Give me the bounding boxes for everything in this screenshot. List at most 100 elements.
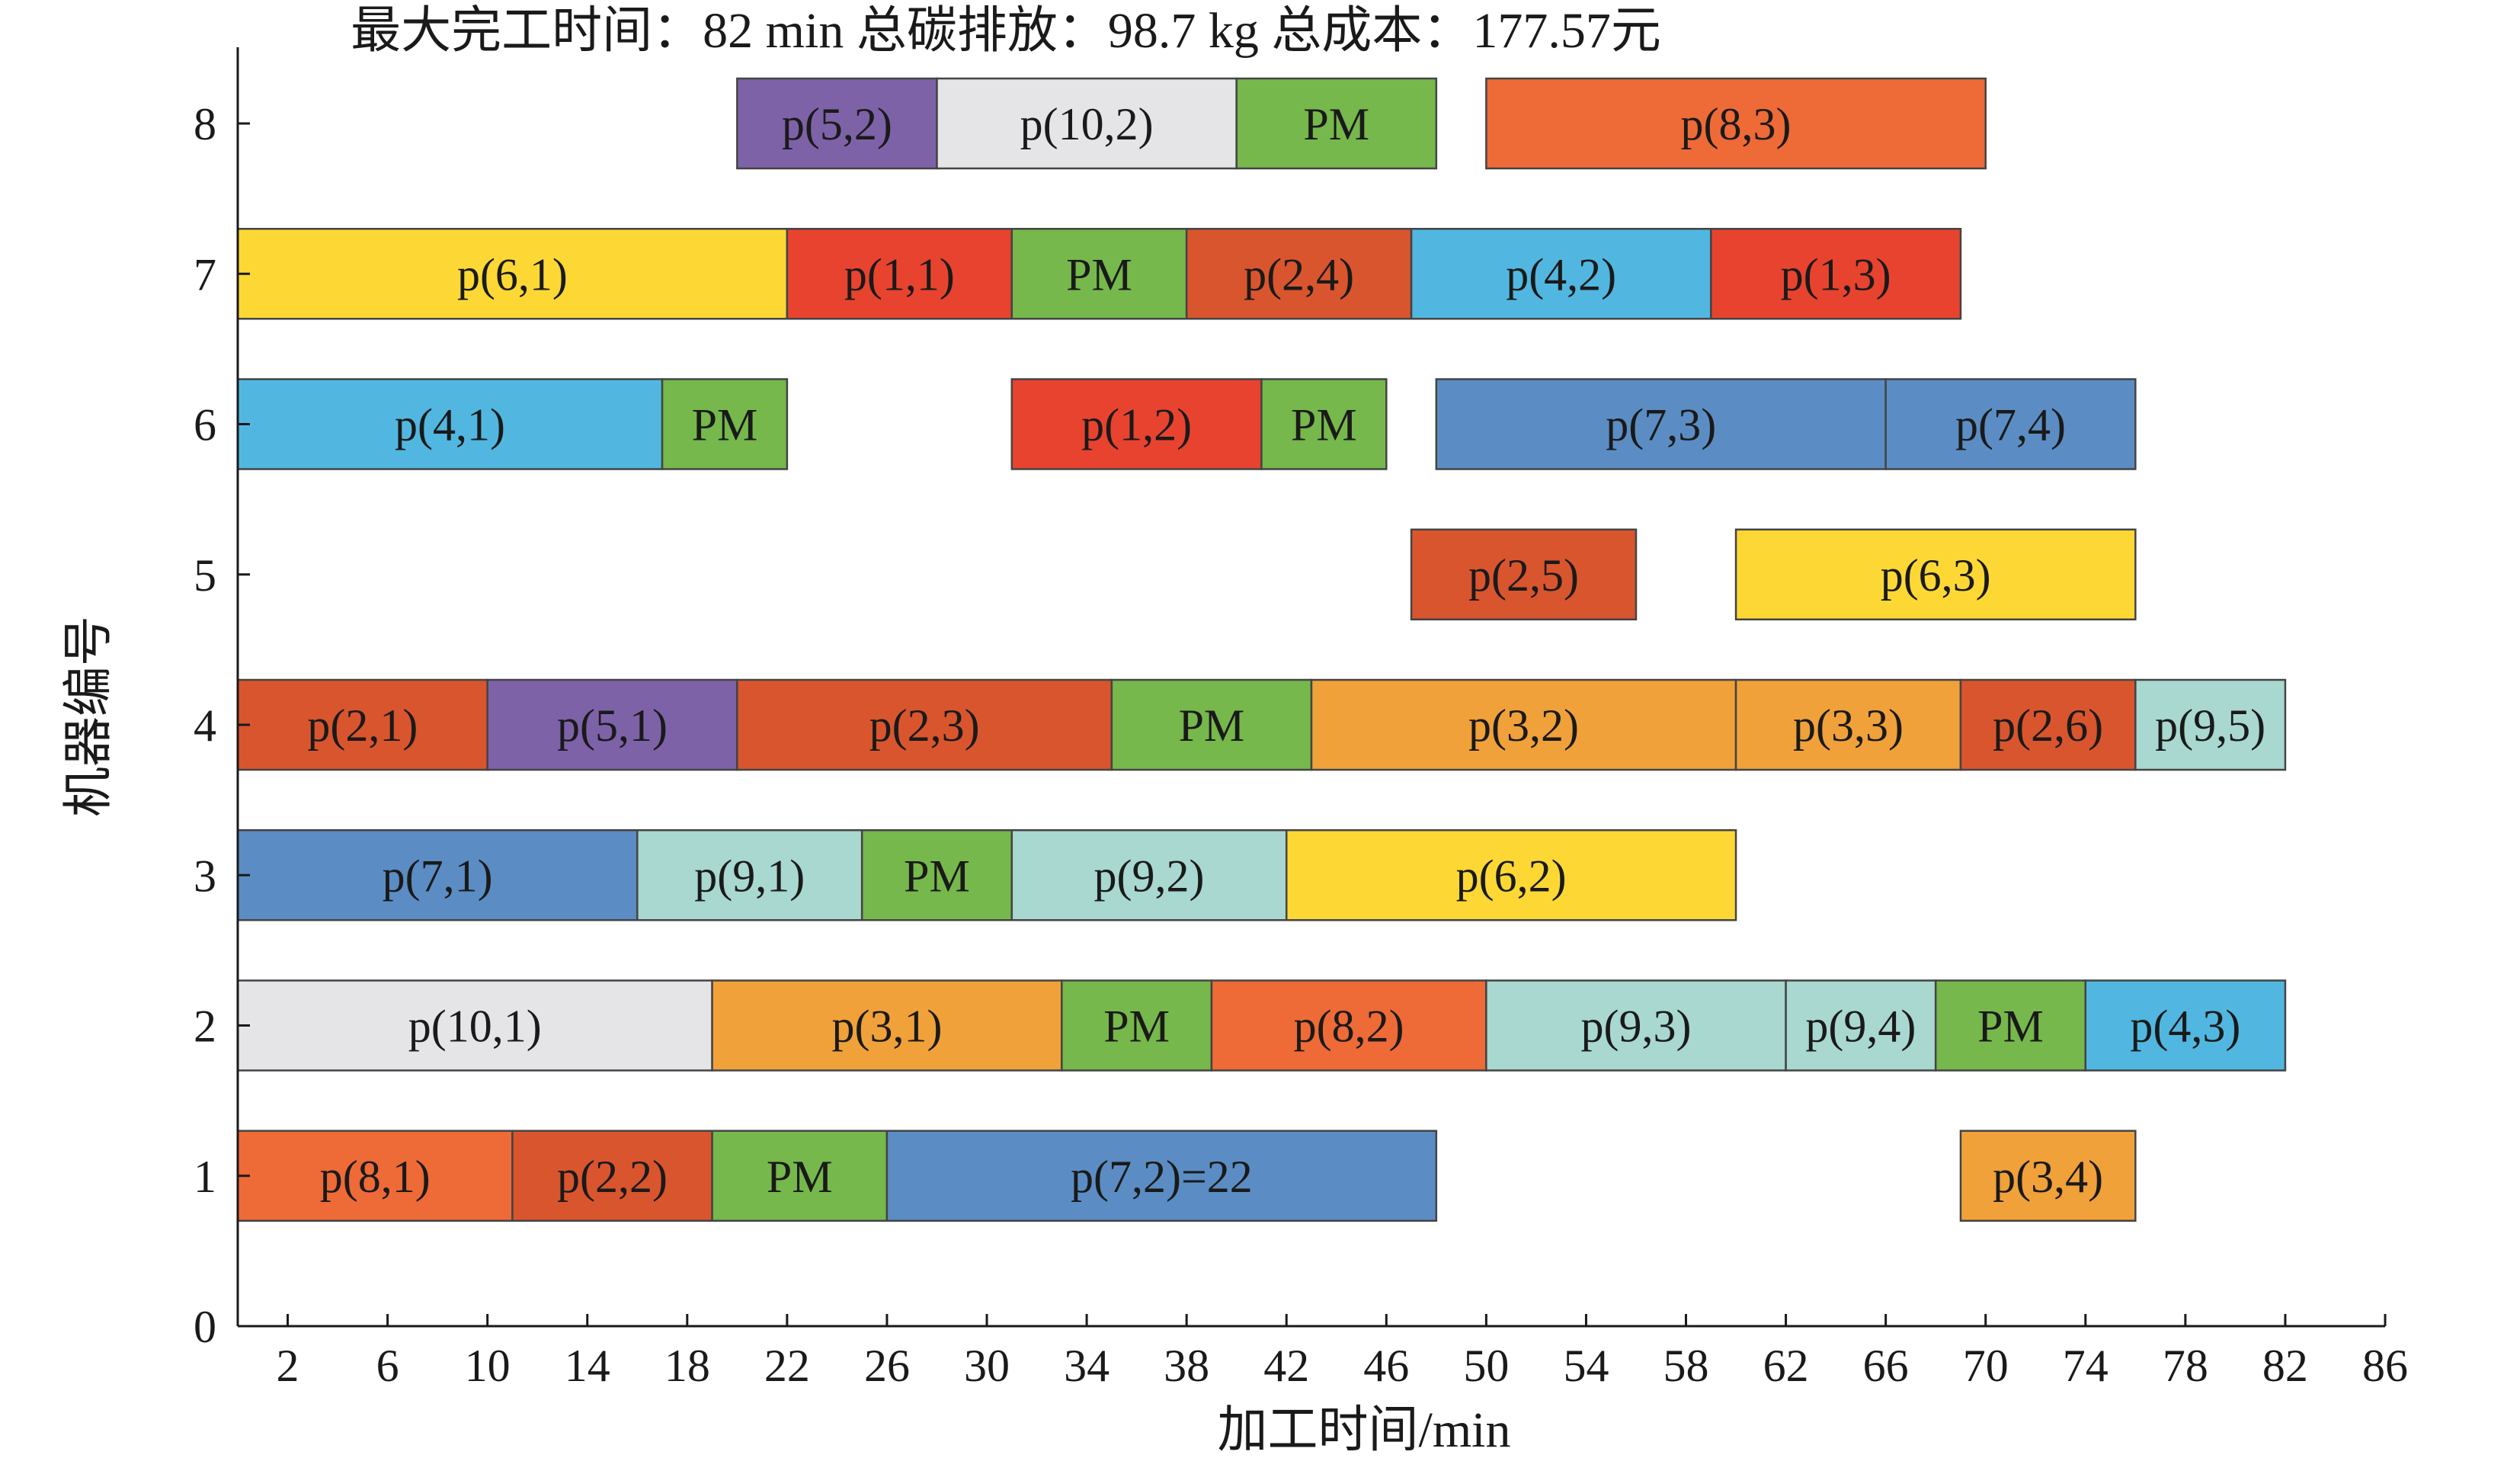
x-tick-label: 30 — [964, 1341, 1010, 1391]
task-bar: p(2,5) — [1410, 528, 1638, 620]
task-bar-label: p(9,4) — [1805, 1001, 1916, 1052]
task-bar: PM — [1260, 378, 1388, 470]
task-bar-rect — [1010, 378, 1263, 470]
task-bar: p(8,2) — [1210, 979, 1487, 1072]
y-axis-label: 机器编号 — [61, 616, 117, 817]
y-tick-label: 8 — [194, 99, 216, 149]
task-bar: p(4,1) — [236, 378, 664, 470]
task-bar-rect — [786, 228, 1013, 320]
task-bar-rect — [736, 77, 938, 170]
task-bar: p(7,4) — [1884, 378, 2137, 470]
x-axis-label: 加工时间/min — [1217, 1402, 1510, 1458]
task-bar: p(10,2) — [936, 77, 1238, 170]
task-bar-label: PM — [1303, 99, 1369, 149]
task-bar-rect — [936, 77, 1238, 170]
task-bar-rect — [1310, 678, 1737, 771]
x-tick-label: 26 — [864, 1341, 910, 1391]
task-bar-rect — [1010, 228, 1188, 320]
task-bar: p(3,2) — [1310, 678, 1737, 771]
task-bar: p(2,4) — [1185, 228, 1413, 320]
task-bar-label: p(6,2) — [1456, 851, 1567, 901]
task-bar: p(8,3) — [1485, 77, 1987, 170]
task-bar-label: p(8,3) — [1681, 99, 1792, 149]
task-bar-rect — [1884, 378, 2137, 470]
task-bar-label: p(5,1) — [557, 700, 668, 751]
task-bar-rect — [1959, 1130, 2137, 1222]
task-bar: PM — [1010, 228, 1188, 320]
task-bar-label: p(1,3) — [1781, 249, 1891, 300]
task-bar: p(2,2) — [511, 1130, 713, 1222]
task-bar-rect — [661, 378, 789, 470]
task-bar-label: p(2,2) — [557, 1152, 668, 1202]
task-bar-rect — [1410, 228, 1712, 320]
task-bar-rect — [1959, 678, 2137, 771]
task-bars: p(5,2) p(10,2) PM p(8,3) p(6,1) p(1,1) PM p(2,4… — [236, 77, 2287, 1222]
task-bar-label: p(1,1) — [844, 249, 955, 300]
task-bar-rect — [1734, 528, 2137, 620]
task-bar: p(1,2) — [1010, 378, 1263, 470]
task-bar-label: p(4,1) — [395, 400, 505, 450]
y-tick-label: 0 — [194, 1302, 216, 1352]
task-bar-label: p(6,3) — [1881, 550, 1991, 601]
task-bar-rect — [1061, 979, 1213, 1072]
task-bar: PM — [1934, 979, 2087, 1072]
task-bar: p(6,2) — [1285, 829, 1737, 921]
y-tick-label: 4 — [194, 700, 216, 751]
x-tick-label: 78 — [2163, 1341, 2208, 1391]
task-bar-rect — [1710, 228, 1962, 320]
task-bar-rect — [2084, 979, 2287, 1072]
task-bar-label: p(6,1) — [457, 249, 568, 300]
task-bar-label: p(1,2) — [1081, 400, 1192, 450]
x-tick-label: 86 — [2362, 1341, 2408, 1391]
task-bar: p(9,1) — [636, 829, 863, 921]
task-bar-label: p(8,1) — [320, 1152, 431, 1202]
y-tick-label: 5 — [194, 550, 216, 601]
task-bar-rect — [1934, 979, 2087, 1072]
x-tick-label: 70 — [1963, 1341, 2009, 1391]
task-bar-label: p(9,5) — [2155, 700, 2265, 751]
y-tick-label: 7 — [194, 249, 216, 300]
task-bar-label: p(10,2) — [1020, 99, 1154, 149]
task-bar-label: p(9,2) — [1094, 851, 1205, 901]
task-bar: PM — [1061, 979, 1213, 1072]
task-bar: p(2,6) — [1959, 678, 2137, 771]
task-bar-label: p(2,3) — [869, 700, 980, 751]
x-tick-label: 6 — [376, 1341, 399, 1391]
task-bar: p(7,2)=22 — [885, 1130, 1438, 1222]
task-bar-label: p(10,1) — [408, 1001, 542, 1052]
x-tick-label: 62 — [1763, 1341, 1809, 1391]
task-bar: p(9,3) — [1485, 979, 1787, 1072]
x-tick-label: 42 — [1263, 1341, 1309, 1391]
task-bar: PM — [661, 378, 789, 470]
task-bar-rect — [711, 1130, 889, 1222]
task-bar: p(4,2) — [1410, 228, 1712, 320]
task-bar: p(3,1) — [711, 979, 1063, 1072]
task-bar-label: p(7,4) — [1955, 400, 2066, 450]
task-bar-rect — [636, 829, 863, 921]
task-bar-label: p(5,2) — [782, 99, 892, 149]
task-bar-label: PM — [1066, 249, 1132, 300]
task-bar-label: PM — [1977, 1001, 2044, 1052]
task-bar-rect — [1260, 378, 1388, 470]
task-bar-rect — [1235, 77, 1438, 170]
task-bar: p(6,1) — [236, 228, 789, 320]
task-bar-label: p(9,1) — [694, 851, 805, 901]
task-bar-label: p(3,1) — [831, 1001, 942, 1052]
task-bar-label: p(3,4) — [1993, 1152, 2103, 1202]
task-bar: p(7,3) — [1435, 378, 1887, 470]
x-tick-label: 2 — [277, 1341, 299, 1391]
x-tick-label: 18 — [664, 1341, 710, 1391]
x-tick-label: 82 — [2262, 1341, 2308, 1391]
task-bar-rect — [885, 1130, 1438, 1222]
task-bar-label: p(8,2) — [1294, 1001, 1404, 1052]
task-bar: p(9,4) — [1785, 979, 1937, 1072]
y-tick-label: 1 — [194, 1152, 216, 1202]
task-bar-rect — [236, 678, 488, 771]
x-tick-label: 34 — [1064, 1341, 1110, 1391]
task-bar-rect — [1210, 979, 1487, 1072]
task-bar-label: p(4,3) — [2130, 1001, 2240, 1052]
task-bar: p(3,4) — [1959, 1130, 2137, 1222]
task-bar: p(6,3) — [1734, 528, 2137, 620]
task-bar-label: p(4,2) — [1506, 249, 1616, 300]
